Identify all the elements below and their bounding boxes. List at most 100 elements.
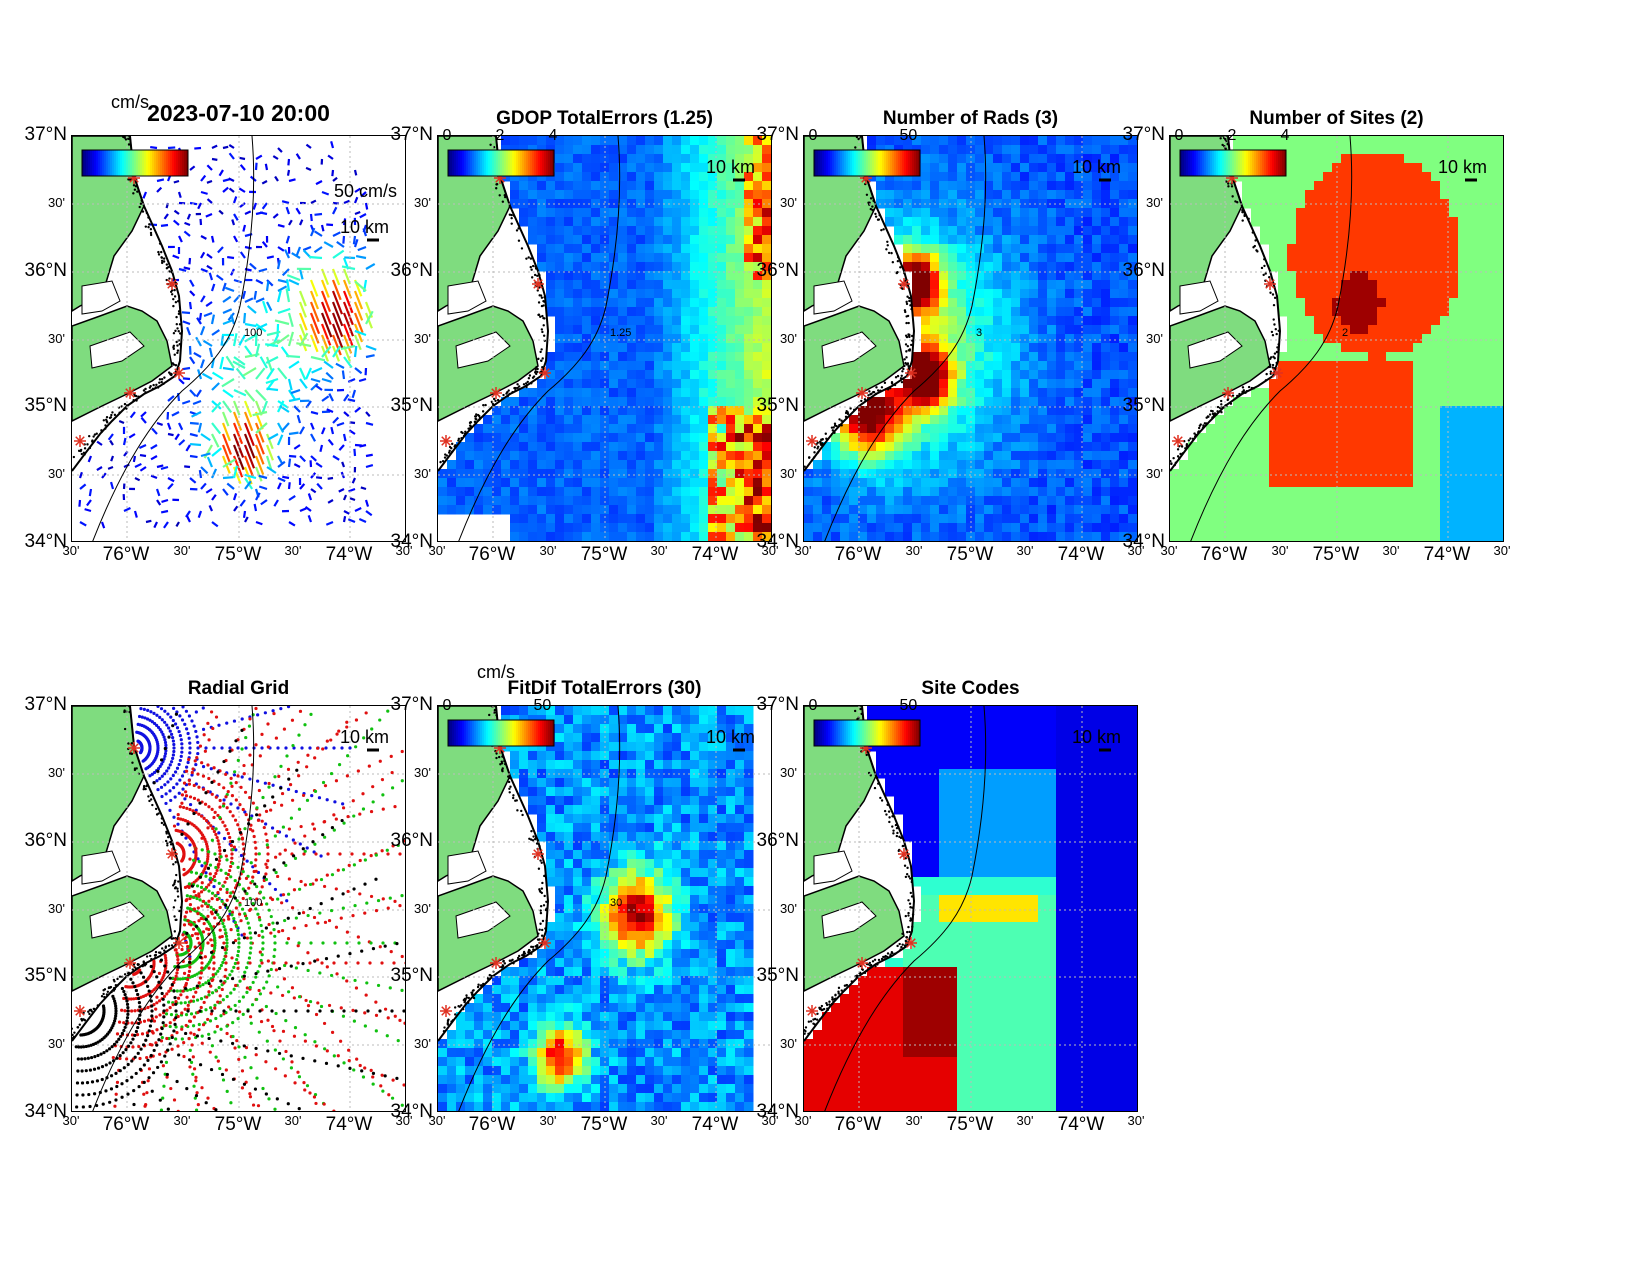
shoreline-dot: [140, 199, 143, 202]
field-cell: [1386, 334, 1396, 344]
field-cell: [1002, 478, 1012, 488]
shoreline-dot: [172, 344, 176, 347]
field-cell: [1350, 217, 1360, 227]
shoreline-dot: [816, 451, 820, 454]
lat-label: 36°N: [24, 260, 67, 281]
field-cell: [1074, 379, 1084, 389]
field-cell: [1260, 136, 1270, 146]
field-cell: [921, 163, 931, 173]
field-cell: [537, 469, 547, 479]
field-cell: [1350, 271, 1360, 281]
field-cell: [1065, 298, 1075, 308]
field-cell: [993, 469, 1003, 479]
field-cell: [1458, 415, 1468, 425]
field-cell: [582, 253, 592, 263]
field-cell: [438, 505, 448, 515]
field-cell: [1128, 325, 1137, 335]
field-cell: [1029, 451, 1039, 461]
shoreline-dot: [505, 392, 508, 395]
field-cell: [930, 379, 940, 389]
field-cell: [948, 442, 958, 452]
current-vector: [335, 362, 345, 369]
field-cell: [708, 307, 718, 317]
field-cell: [948, 262, 958, 272]
field-cell: [1029, 406, 1039, 416]
field-cell: [1065, 145, 1075, 155]
field-cell: [1440, 280, 1450, 290]
lon-label: 76°W: [468, 544, 516, 565]
shoreline-dot: [92, 435, 95, 438]
field-cell: [1377, 271, 1387, 281]
field-cell: [636, 181, 646, 191]
field-cell: [1110, 235, 1120, 245]
field-cell: [912, 199, 922, 209]
shoreline-dot: [454, 444, 457, 447]
field-cell: [1002, 424, 1012, 434]
shoreline-dot: [151, 387, 155, 391]
field-cell: [690, 289, 700, 299]
field-cell: [1011, 334, 1021, 344]
field-cell: [1269, 235, 1279, 245]
field-cell: [1350, 244, 1360, 254]
field-cell: [921, 496, 931, 506]
field-cell: [1422, 325, 1432, 335]
current-vector: [310, 199, 317, 204]
field-cell: [1110, 514, 1120, 524]
field-cell: [744, 235, 754, 245]
field-cell: [735, 523, 745, 533]
field-cell: [1047, 541, 1057, 542]
field-cell: [1413, 280, 1423, 290]
field-cell: [1494, 172, 1503, 182]
field-cell: [1002, 541, 1012, 542]
shoreline-dot: [520, 247, 524, 250]
field-cell: [1002, 136, 1012, 146]
field-cell: [1458, 163, 1468, 173]
field-cell: [993, 145, 1003, 155]
field-cell: [1386, 163, 1396, 173]
field-cell: [1332, 424, 1342, 434]
field-cell: [1332, 325, 1342, 335]
field-cell: [636, 370, 646, 380]
field-cell: [771, 505, 772, 515]
field-cell: [885, 433, 895, 443]
field-cell: [708, 469, 718, 479]
current-vector: [160, 465, 169, 471]
field-cell: [771, 145, 772, 155]
shoreline-dot: [855, 136, 859, 139]
field-cell: [1020, 154, 1030, 164]
field-cell: [1485, 370, 1495, 380]
field-cell: [1494, 298, 1503, 308]
field-cell: [903, 253, 913, 263]
current-vector: [353, 290, 364, 310]
field-cell: [1413, 199, 1423, 209]
field-cell: [1038, 163, 1048, 173]
field-cell: [582, 460, 592, 470]
field-cell: [600, 271, 610, 281]
field-cell: [762, 208, 771, 218]
field-cell: [1251, 397, 1261, 407]
field-cell: [1422, 379, 1432, 389]
field-cell: [1458, 424, 1468, 434]
field-cell: [858, 532, 868, 541]
field-cell: [1440, 154, 1450, 164]
field-cell: [645, 217, 655, 227]
field-cell: [1056, 442, 1066, 452]
field-cell: [840, 478, 850, 488]
field-cell: [1476, 415, 1486, 425]
field-cell: [1119, 334, 1129, 344]
current-vector: [354, 210, 361, 216]
field-cell: [1485, 352, 1495, 362]
field-cell: [948, 154, 958, 164]
field-cell: [726, 487, 736, 497]
current-vector: [253, 290, 258, 300]
field-cell: [912, 379, 922, 389]
shoreline-dot: [833, 431, 836, 434]
field-cell: [744, 136, 754, 146]
field-cell: [672, 298, 682, 308]
field-cell: [948, 460, 958, 470]
field-cell: [948, 451, 958, 461]
field-cell: [1440, 181, 1450, 191]
field-cell: [573, 262, 583, 272]
field-cell: [690, 424, 700, 434]
current-vector: [354, 406, 362, 413]
